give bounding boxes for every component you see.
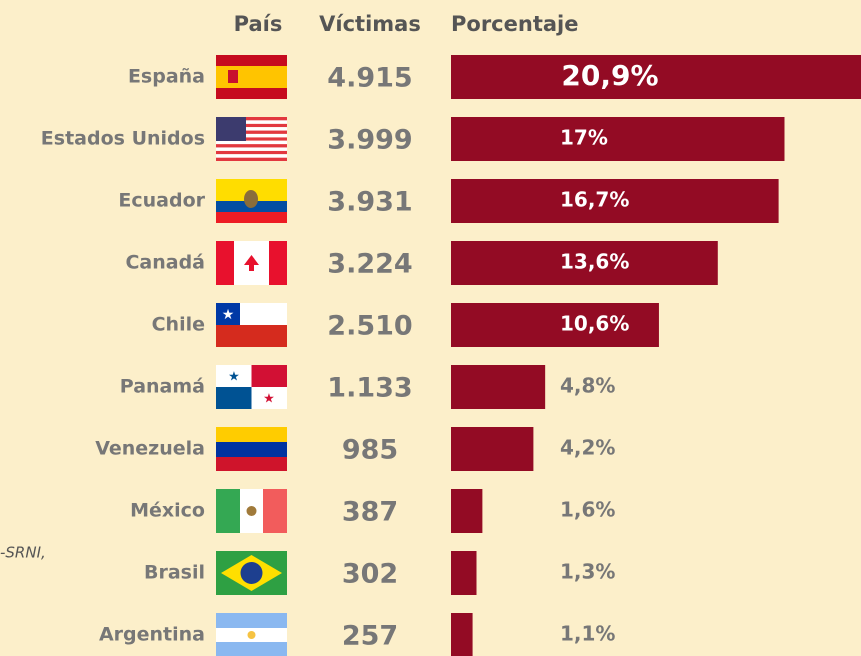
flag-part — [216, 154, 287, 158]
bar — [451, 117, 785, 161]
bar — [451, 551, 477, 595]
flag-part — [216, 120, 287, 124]
flag-part — [244, 255, 259, 271]
victims-label: 3.999 — [327, 125, 412, 156]
victims-label: 3.224 — [327, 249, 412, 280]
side-note: -SRNI, — [0, 544, 46, 562]
flag: ★★ — [216, 365, 287, 409]
flag-part — [246, 506, 257, 516]
country-label: España — [128, 66, 205, 88]
flag-part — [216, 613, 287, 628]
flag — [216, 55, 287, 99]
header-country: País — [234, 12, 283, 36]
flag — [216, 179, 287, 223]
value-label: 16,7% — [560, 188, 629, 212]
bar — [451, 613, 473, 656]
bar — [451, 179, 779, 223]
bar — [451, 489, 483, 533]
country-label: Argentina — [99, 624, 205, 646]
flag-part — [216, 442, 287, 457]
flag-part — [216, 303, 240, 325]
flag-part — [263, 489, 287, 533]
flag-part — [216, 241, 234, 285]
flag-part — [216, 157, 287, 161]
flag-part — [216, 140, 287, 145]
flag — [216, 613, 287, 656]
flag-part: ★ — [228, 370, 240, 385]
flag-part — [216, 133, 287, 138]
flag-part — [244, 190, 258, 208]
flag-part — [216, 117, 246, 141]
flag-part — [247, 631, 256, 639]
country-label: México — [130, 500, 205, 522]
country-label: Brasil — [144, 562, 205, 584]
flag-part — [216, 144, 287, 148]
header-percentage: Porcentaje — [451, 12, 578, 36]
flag-part — [216, 642, 287, 656]
flag — [216, 489, 287, 533]
flag-part — [216, 66, 287, 88]
flag-part — [216, 427, 287, 442]
flag-part: ★ — [263, 392, 275, 407]
flag-part — [216, 127, 287, 131]
country-label: Venezuela — [95, 438, 205, 460]
victims-label: 302 — [342, 559, 398, 590]
flag-part — [240, 562, 263, 584]
bar — [451, 427, 534, 471]
value-label: 17% — [560, 126, 608, 150]
victims-label: 985 — [342, 435, 398, 466]
value-label: 4,2% — [560, 436, 615, 460]
flag-part — [216, 325, 287, 347]
flag — [216, 241, 287, 285]
victims-label: 387 — [342, 497, 398, 528]
bar — [451, 241, 718, 285]
flag-part — [216, 150, 287, 155]
flag-part — [216, 147, 287, 151]
flag-part — [216, 123, 287, 128]
value-label: 1,1% — [560, 622, 615, 646]
flag-part — [269, 241, 287, 285]
flag-part — [216, 137, 287, 141]
victims-label: 257 — [342, 621, 398, 652]
value-label: 10,6% — [560, 312, 629, 336]
country-label: Ecuador — [118, 190, 205, 212]
header-victims: Víctimas — [319, 12, 421, 36]
country-label: Canadá — [125, 252, 205, 274]
value-label: 13,6% — [560, 250, 629, 274]
country-label: Estados Unidos — [41, 128, 205, 150]
victims-label: 1.133 — [327, 373, 412, 404]
bar — [451, 365, 546, 409]
bar — [451, 303, 659, 347]
flag: ★ — [216, 303, 287, 347]
value-label: 1,6% — [560, 498, 615, 522]
flag-part — [228, 70, 238, 83]
country-label: Chile — [152, 314, 205, 336]
country-label: Panamá — [120, 376, 205, 398]
flag-part — [216, 179, 287, 201]
victims-label: 3.931 — [327, 187, 412, 218]
bar — [451, 55, 861, 99]
value-label: 20,9% — [561, 59, 658, 92]
flag-part: ★ — [222, 307, 235, 323]
value-label: 1,3% — [560, 560, 615, 584]
flag-part — [216, 387, 252, 409]
value-label: 4,8% — [560, 374, 615, 398]
flag — [216, 117, 287, 161]
flag — [216, 427, 287, 471]
victims-label: 4.915 — [327, 63, 412, 94]
victims-label: 2.510 — [327, 311, 412, 342]
flag-part — [251, 365, 287, 387]
flag-part — [216, 457, 287, 471]
flag-part — [216, 130, 287, 134]
flag-part — [216, 117, 287, 121]
flag-part — [216, 489, 240, 533]
flag-part — [216, 212, 287, 223]
flag — [216, 551, 287, 595]
